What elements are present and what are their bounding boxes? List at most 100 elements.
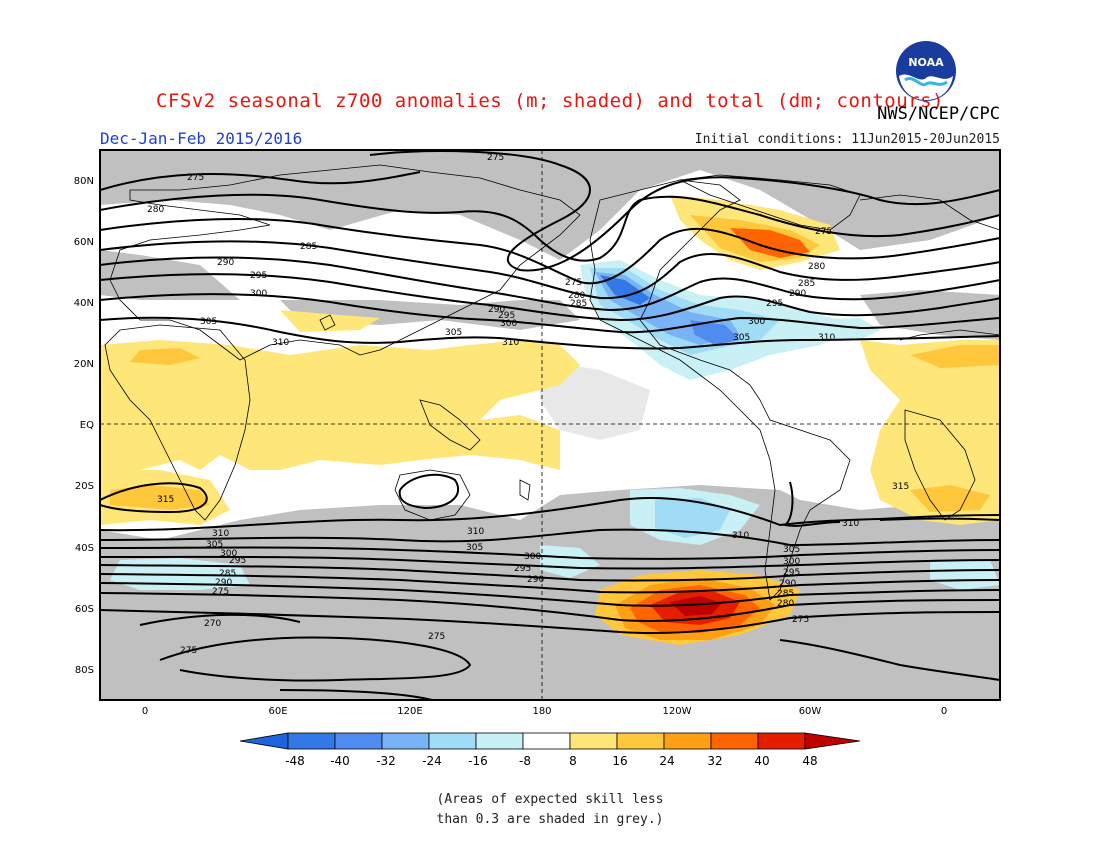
lat-label-60s: 60S bbox=[75, 604, 94, 615]
lon-label-60w: 60W bbox=[799, 706, 822, 717]
contour-label: 290 bbox=[789, 289, 806, 299]
contour-label: 290 bbox=[215, 578, 232, 588]
colorbar-swatch bbox=[475, 732, 524, 750]
contour-label: 310 bbox=[272, 338, 289, 348]
skill-note-line2: than 0.3 are shaded in grey.) bbox=[436, 812, 664, 827]
contour-label: 310 bbox=[467, 527, 484, 537]
positive-anomalies bbox=[100, 195, 1000, 645]
lon-label-0-east: 0 bbox=[941, 706, 947, 717]
contour-label: 305 bbox=[200, 317, 217, 327]
colorbar-tick: -8 bbox=[519, 754, 531, 768]
contour-label: 310 bbox=[732, 531, 749, 541]
lat-label-eq: EQ bbox=[80, 420, 94, 431]
colorbar-swatch bbox=[663, 732, 712, 750]
map-frame bbox=[99, 149, 1001, 701]
lon-label-180: 180 bbox=[532, 706, 551, 717]
colorbar-swatch bbox=[757, 732, 806, 750]
colorbar-swatch bbox=[287, 732, 336, 750]
contour-label: 295 bbox=[250, 271, 267, 281]
colorbar-tick: 16 bbox=[612, 754, 627, 768]
contour-label: 300 bbox=[783, 557, 800, 567]
lat-label-40n: 40N bbox=[74, 298, 94, 309]
colorbar-arrow-left bbox=[239, 732, 289, 750]
noaa-logo-icon: NOAA bbox=[896, 41, 956, 101]
contour-label: 280 bbox=[777, 599, 794, 609]
colorbar-tick: 8 bbox=[569, 754, 577, 768]
contour-label: 300 bbox=[524, 552, 541, 562]
lat-label-80s: 80S bbox=[75, 665, 94, 676]
contour-label: 300 bbox=[220, 549, 237, 559]
colorbar-tick: 40 bbox=[754, 754, 769, 768]
colorbar: -48 -40 -32 -24 -16 -8 8 16 24 32 40 48 bbox=[239, 732, 861, 768]
colorbar-tick: -16 bbox=[468, 754, 488, 768]
contour-label: 310 bbox=[502, 338, 519, 348]
lon-label-0: 0 bbox=[142, 706, 148, 717]
lon-label-120e: 120E bbox=[397, 706, 422, 717]
contour-label: 280 bbox=[568, 291, 585, 301]
contour-label: 270 bbox=[204, 619, 221, 629]
contour-label: 285 bbox=[798, 279, 815, 289]
contour-label: 310 bbox=[842, 519, 859, 529]
lat-label-60n: 60N bbox=[74, 237, 94, 248]
lon-label-60e: 60E bbox=[268, 706, 287, 717]
colorbar-swatch bbox=[428, 732, 477, 750]
contour-label: 300 bbox=[250, 289, 267, 299]
contour-label: 285 bbox=[570, 299, 587, 309]
colorbar-tick: 24 bbox=[659, 754, 674, 768]
contour-label: 300 bbox=[748, 317, 765, 327]
latitude-labels: 80N 60N 40N 20N EQ 20S 40S 60S 80S bbox=[74, 176, 94, 676]
lat-label-20n: 20N bbox=[74, 359, 94, 370]
colorbar-tick: -48 bbox=[285, 754, 305, 768]
contour-labels: 275 275 280 285 290 295 300 305 310 290 … bbox=[147, 153, 909, 656]
contour-label: 295 bbox=[783, 568, 800, 578]
contour-label: 300 bbox=[500, 319, 517, 329]
contour-label: 310 bbox=[212, 529, 229, 539]
colorbar-tick: -40 bbox=[330, 754, 350, 768]
colorbar-swatch bbox=[522, 732, 571, 750]
colorbar-tick: -24 bbox=[422, 754, 442, 768]
colorbar-swatch bbox=[569, 732, 618, 750]
initial-conditions-label: Initial conditions: 11Jun2015-20Jun2015 bbox=[694, 132, 1000, 147]
contour-label: 305 bbox=[733, 333, 750, 343]
contour-label: 315 bbox=[892, 482, 909, 492]
season-label: Dec-Jan-Feb 2015/2016 bbox=[100, 129, 303, 148]
lat-label-80n: 80N bbox=[74, 176, 94, 187]
contour-label: 295 bbox=[766, 299, 783, 309]
contour-label: 290 bbox=[779, 579, 796, 589]
lat-label-40s: 40S bbox=[75, 543, 94, 554]
contour-label: 290 bbox=[527, 575, 544, 585]
contour-label: 280 bbox=[147, 205, 164, 215]
contour-label: 290 bbox=[217, 258, 234, 268]
contour-label: 275 bbox=[487, 153, 504, 163]
chart-title: CFSv2 seasonal z700 anomalies (m; shaded… bbox=[156, 90, 944, 112]
contour-label: 275 bbox=[187, 173, 204, 183]
colorbar-swatch bbox=[616, 732, 665, 750]
lat-label-20s: 20S bbox=[75, 481, 94, 492]
contour-label: 275 bbox=[565, 278, 582, 288]
agency-label: NWS/NCEP/CPC bbox=[877, 104, 1000, 124]
contour-label: 285 bbox=[777, 589, 794, 599]
contour-label: 275 bbox=[815, 227, 832, 237]
contour-label: 295 bbox=[514, 564, 531, 574]
contour-label: 285 bbox=[219, 569, 236, 579]
contour-label: 275 bbox=[792, 615, 809, 625]
colorbar-swatch bbox=[710, 732, 759, 750]
colorbar-tick: 32 bbox=[707, 754, 722, 768]
noaa-logo-text: NOAA bbox=[908, 56, 944, 69]
contour-label: 305 bbox=[783, 545, 800, 555]
contour-label: 275 bbox=[212, 587, 229, 597]
colorbar-swatch bbox=[334, 732, 383, 750]
colorbar-swatch bbox=[381, 732, 430, 750]
contour-label: 275 bbox=[428, 632, 445, 642]
contour-label: 275 bbox=[180, 646, 197, 656]
longitude-labels: 0 60E 120E 180 120W 60W 0 bbox=[142, 706, 947, 717]
lon-label-120w: 120W bbox=[663, 706, 692, 717]
contour-label: 305 bbox=[445, 328, 462, 338]
contour-label: 305 bbox=[466, 543, 483, 553]
contour-label: 305 bbox=[206, 540, 223, 550]
contour-label: 295 bbox=[498, 311, 515, 321]
contour-label: 280 bbox=[808, 262, 825, 272]
skill-note-line1: (Areas of expected skill less bbox=[436, 792, 664, 807]
contour-label: 295 bbox=[229, 556, 246, 566]
